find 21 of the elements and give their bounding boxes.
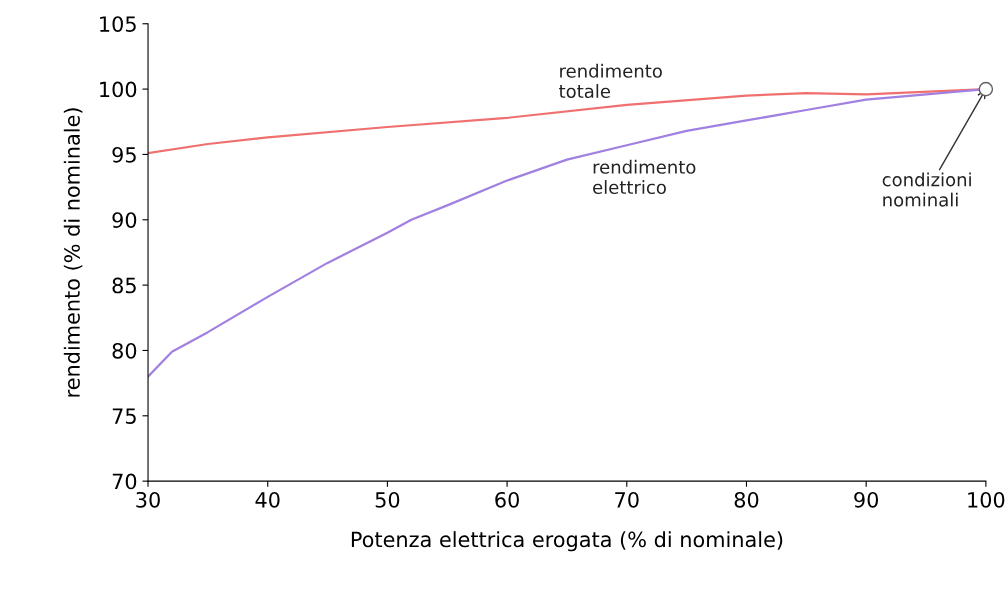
y-tick-label: 85 [112, 277, 136, 294]
x-tick-label: 90 [854, 491, 879, 508]
y-axis-title: rendimento (% di nominale) [63, 108, 83, 397]
y-tick-label: 95 [112, 146, 136, 163]
x-tick-label: 50 [375, 491, 400, 508]
x-tick-label: 30 [136, 491, 160, 508]
series-label: rendimento totale [559, 63, 662, 99]
annotation: condizioni nominali [882, 172, 971, 207]
y-tick-label: 90 [112, 212, 137, 228]
y-tick-label: 75 [112, 408, 136, 425]
x-tick-label: 60 [495, 491, 519, 508]
y-tick-label: 100 [100, 81, 137, 98]
x-tick-label: 40 [255, 491, 280, 508]
x-tick-label: 70 [615, 491, 639, 508]
x-tick-label: 80 [734, 491, 759, 508]
y-tick-label: 80 [112, 342, 137, 359]
series-label: rendimento elettrico [593, 159, 696, 195]
x-tick-label: 100 [968, 491, 1005, 508]
y-tick-label: 70 [112, 473, 137, 490]
x-axis-title: Potenza elettrica erogata (% di nominale) [351, 531, 783, 552]
y-tick-label: 105 [100, 16, 136, 32]
